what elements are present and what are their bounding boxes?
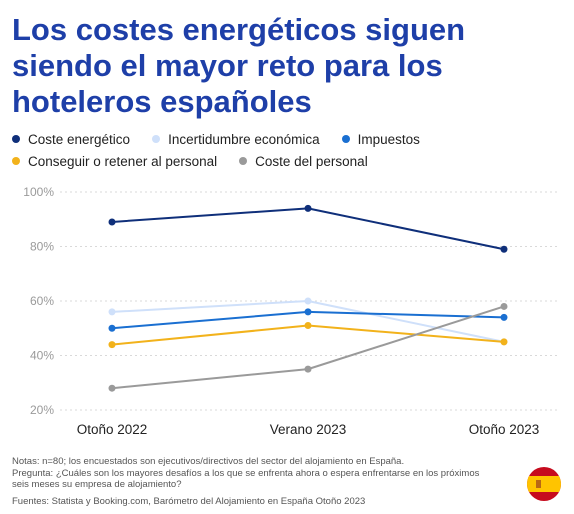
chart-source: Fuentes: Statista y Booking.com, Barómet… [12,495,366,507]
legend-item-impuestos: Impuestos [341,131,420,147]
legend-row: Coste energético Incertidumbre económica… [12,128,567,150]
notes-sample: Notas: n=80; los encuestados son ejecuti… [12,456,405,467]
x-tick-label: Otoño 2023 [469,422,540,437]
data-point [108,341,116,349]
legend-label: Conseguir o retener al personal [28,153,218,169]
legend-item-coste-energetico: Coste energético [12,132,130,147]
data-point [304,308,312,316]
legend-item-incertidumbre-economica: Incertidumbre económica [152,132,320,147]
series-line [111,300,505,343]
data-point [304,297,312,305]
legend-item-conseguir-personal: Conseguir o retener al personal [12,154,217,169]
line-chart: 20% 40% 60% 80% 100% Otoño 2022 Verano 2023 Oto… [23,185,558,437]
data-point [500,245,508,253]
data-point [108,324,116,332]
legend-dot [239,157,248,165]
legend-label: Impuestos [357,131,420,147]
y-tick-label: 20% [30,403,54,417]
y-tick-label: 100% [23,185,54,199]
chart-legend: Coste energético Incertidumbre económica… [12,128,567,172]
legend-item-coste-personal: Coste del personal [239,154,368,169]
x-tick-label: Verano 2023 [270,422,347,437]
y-tick-label: 40% [30,349,54,363]
legend-label: Incertidumbre económica [168,131,320,147]
data-point [500,302,508,310]
legend-dot [12,157,20,165]
y-tick-label: 80% [30,240,54,254]
data-point [304,365,312,373]
chart-title: Los costes energéticos siguen siendo el … [12,12,466,119]
spain-flag-icon [527,467,561,501]
data-point [108,384,116,392]
chart-notes: Notas: n=80; los encuestados son ejecuti… [12,456,482,507]
legend-label: Coste energético [28,131,131,147]
y-tick-label: 60% [30,294,54,308]
x-tick-label: Otoño 2022 [77,422,148,437]
legend-dot [341,135,350,143]
data-point [500,313,508,321]
data-point [304,322,312,330]
series-line [111,305,505,390]
legend-dot [152,135,161,143]
legend-label: Coste del personal [255,153,368,169]
data-point [108,218,116,226]
legend-row: Conseguir o retener al personal Coste de… [12,150,567,172]
data-point [108,308,116,316]
data-point [304,204,312,212]
data-point [500,338,508,346]
series-line [111,207,505,251]
legend-dot [12,135,20,143]
notes-question: Pregunta: ¿Cuáles son los mayores desafí… [12,467,480,491]
